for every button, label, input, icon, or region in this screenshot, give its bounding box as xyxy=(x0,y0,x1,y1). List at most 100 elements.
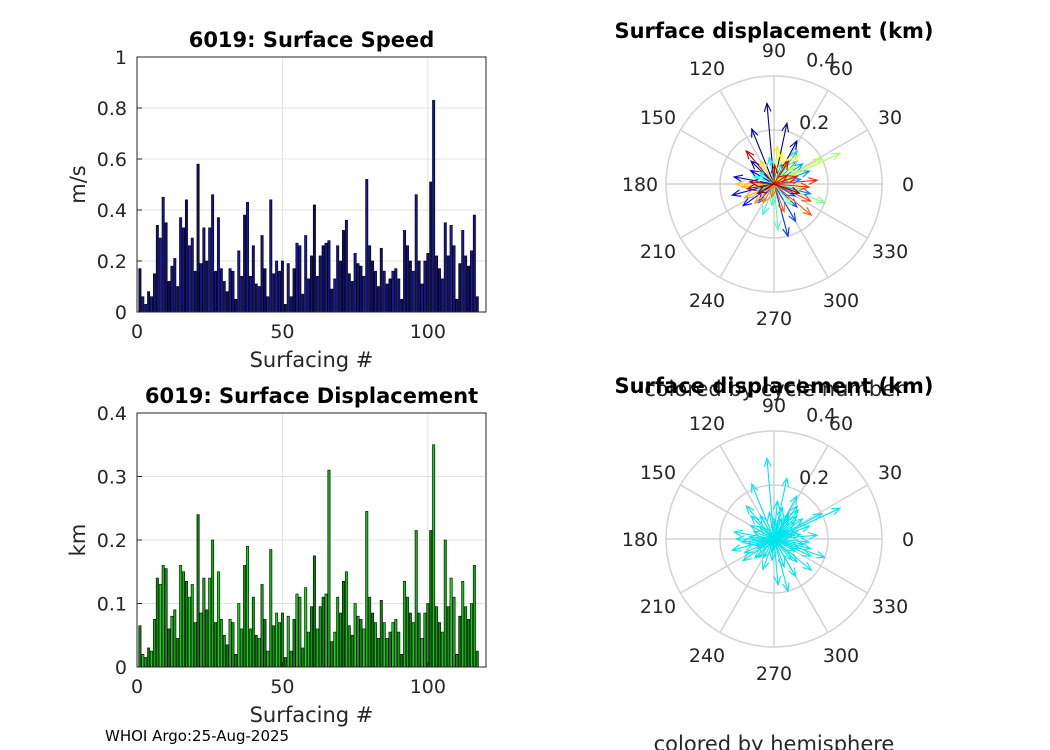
bar xyxy=(342,580,345,668)
arrow-shaft xyxy=(745,505,775,540)
bar xyxy=(138,625,142,668)
y-axis-label: km xyxy=(66,524,90,557)
bar xyxy=(167,628,171,668)
bar xyxy=(388,631,392,668)
bar xyxy=(173,609,177,668)
bar xyxy=(443,539,447,668)
bar xyxy=(469,250,473,313)
bar xyxy=(344,571,348,668)
angle-label: 270 xyxy=(756,663,792,685)
arrow-head xyxy=(776,506,785,517)
arrow-head xyxy=(808,177,819,185)
arrow-shaft xyxy=(773,538,800,549)
arrow-shaft xyxy=(762,538,775,558)
arrow-shaft xyxy=(762,183,775,203)
arrow-head xyxy=(759,159,768,170)
bar xyxy=(435,255,439,313)
bar xyxy=(269,199,273,313)
bar xyxy=(257,286,261,313)
y-tick-label: 0.4 xyxy=(97,200,127,222)
angle-label: 90 xyxy=(762,395,786,417)
arrow-head xyxy=(752,175,763,184)
arrow-head xyxy=(753,194,764,205)
footer-credit: WHOI Argo:25-Aug-2025 xyxy=(105,727,289,745)
bar xyxy=(414,530,418,668)
bar xyxy=(312,555,316,668)
bar xyxy=(280,260,284,313)
displacement-arrow xyxy=(762,183,775,204)
bar xyxy=(248,275,252,313)
arrow-shaft xyxy=(773,183,811,202)
bar xyxy=(420,283,424,313)
bar xyxy=(365,179,369,313)
bar xyxy=(321,596,325,668)
displacement-arrow xyxy=(748,178,775,187)
bar xyxy=(193,270,197,313)
angle-label: 210 xyxy=(640,241,676,263)
arrow-head xyxy=(763,456,772,468)
bar xyxy=(179,565,183,668)
arrow-shaft xyxy=(773,175,798,185)
bar xyxy=(304,235,308,313)
bar xyxy=(400,298,404,313)
bar xyxy=(400,653,404,668)
angle-label: 120 xyxy=(689,58,725,80)
bar xyxy=(184,580,188,668)
bar xyxy=(388,278,392,313)
bar xyxy=(432,444,436,668)
arrow-head xyxy=(766,510,775,522)
arrow-head xyxy=(812,157,823,166)
arrow-head xyxy=(756,541,767,550)
arrow-shaft xyxy=(773,179,818,185)
bar xyxy=(158,584,162,668)
arrow-shaft xyxy=(773,174,788,185)
angle-label: 0 xyxy=(902,174,914,196)
displacement-arrow xyxy=(773,508,800,540)
arrow-shaft xyxy=(745,150,775,185)
arrow-head xyxy=(745,183,757,192)
displacement-compass-by-hemisphere-panel: 0 30 60 90 120 150 180 210 240 270 300 330 0.2 0.4 Sur… xyxy=(614,374,933,750)
arrow-head xyxy=(762,560,770,571)
displacement-arrow xyxy=(773,514,790,540)
arrow-head xyxy=(778,174,789,183)
angle-label: 120 xyxy=(689,413,725,435)
surface-displacement-panel: 0 50 100 0 0.1 0.2 0.3 0.4 6019: Surface Displac… xyxy=(66,384,487,727)
bar xyxy=(196,514,200,668)
arrow-head xyxy=(831,507,842,516)
arrow-head xyxy=(788,175,799,183)
displacement-arrow xyxy=(756,538,775,550)
arrow-shaft xyxy=(773,538,810,543)
arrow-shaft xyxy=(757,183,775,194)
displacement-arrow xyxy=(773,183,790,238)
bar xyxy=(231,270,235,313)
arrow-head xyxy=(789,494,798,506)
arrow-shaft xyxy=(754,183,775,204)
x-tick-label: 50 xyxy=(270,676,294,698)
arrow-head xyxy=(762,205,770,216)
arrow-head xyxy=(773,220,782,232)
bar xyxy=(225,291,229,313)
arrow-head xyxy=(808,532,819,540)
displacement-arrow xyxy=(773,512,823,540)
bar xyxy=(446,606,450,668)
arrow-head xyxy=(790,541,801,550)
bar xyxy=(374,622,377,668)
radius-tick-label: 0.2 xyxy=(799,467,829,489)
displacement-arrow xyxy=(773,183,797,223)
arrow-head xyxy=(812,512,823,521)
bar xyxy=(246,546,249,668)
x-tick-label: 0 xyxy=(131,321,143,343)
bar xyxy=(455,653,459,668)
arrow-head xyxy=(773,575,782,587)
bar xyxy=(150,650,154,668)
bar xyxy=(237,603,241,668)
x-tick-label: 100 xyxy=(410,676,446,698)
bar xyxy=(170,615,174,668)
bar xyxy=(315,628,319,668)
arrow-head xyxy=(793,518,804,527)
displacement-arrow xyxy=(770,163,779,185)
bar xyxy=(260,584,264,668)
arrow-head xyxy=(800,537,811,546)
arrow-shaft xyxy=(747,183,775,190)
bar xyxy=(205,260,209,313)
